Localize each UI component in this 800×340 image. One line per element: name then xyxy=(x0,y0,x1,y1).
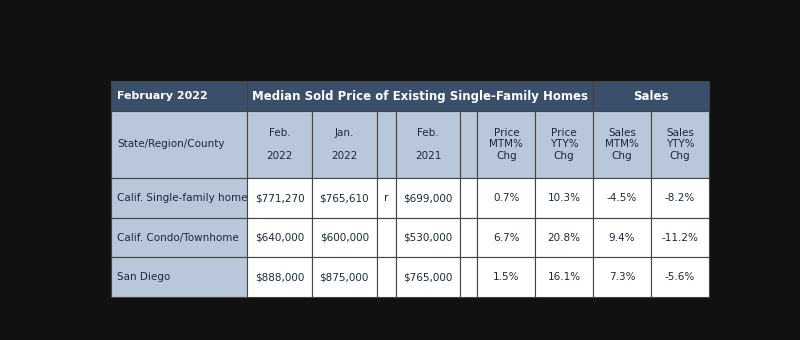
Bar xyxy=(111,218,247,257)
Text: -4.5%: -4.5% xyxy=(607,193,637,203)
Bar xyxy=(111,81,247,111)
Text: r: r xyxy=(384,193,388,203)
Text: $888,000: $888,000 xyxy=(255,272,304,282)
Text: Calif. Single-family home: Calif. Single-family home xyxy=(118,193,248,203)
Bar xyxy=(111,81,709,297)
Bar xyxy=(247,257,312,297)
Bar xyxy=(651,111,709,178)
Text: 0.7%: 0.7% xyxy=(493,193,519,203)
Text: Jan.

2022: Jan. 2022 xyxy=(331,128,358,161)
Bar xyxy=(396,218,460,257)
Bar xyxy=(593,81,709,111)
Text: -5.6%: -5.6% xyxy=(665,272,695,282)
Bar xyxy=(478,257,535,297)
Bar xyxy=(593,178,651,218)
Text: Sales
YTY%
Chg: Sales YTY% Chg xyxy=(666,128,694,161)
Bar xyxy=(651,218,709,257)
Text: Price
YTY%
Chg: Price YTY% Chg xyxy=(550,128,578,161)
Text: 6.7%: 6.7% xyxy=(493,233,519,242)
Text: State/Region/County: State/Region/County xyxy=(118,139,225,150)
Bar xyxy=(312,218,377,257)
Text: $765,000: $765,000 xyxy=(403,272,453,282)
Bar xyxy=(535,111,593,178)
Bar xyxy=(460,111,478,178)
Bar xyxy=(593,257,651,297)
Bar xyxy=(312,111,377,178)
Text: 7.3%: 7.3% xyxy=(609,272,635,282)
Text: $530,000: $530,000 xyxy=(403,233,453,242)
Text: 20.8%: 20.8% xyxy=(548,233,581,242)
Bar xyxy=(377,257,396,297)
Bar xyxy=(111,111,247,178)
Text: February 2022: February 2022 xyxy=(118,91,208,101)
Bar xyxy=(478,218,535,257)
Text: Median Sold Price of Existing Single-Family Homes: Median Sold Price of Existing Single-Fam… xyxy=(252,89,588,103)
Bar xyxy=(478,111,535,178)
Bar xyxy=(377,178,396,218)
Text: San Diego: San Diego xyxy=(118,272,170,282)
Bar xyxy=(460,257,478,297)
Bar xyxy=(111,257,247,297)
Text: 1.5%: 1.5% xyxy=(493,272,519,282)
Text: Price
MTM%
Chg: Price MTM% Chg xyxy=(490,128,523,161)
Bar xyxy=(460,218,478,257)
Bar xyxy=(377,111,396,178)
Text: -8.2%: -8.2% xyxy=(665,193,695,203)
Bar xyxy=(100,41,720,81)
Bar xyxy=(535,218,593,257)
Bar xyxy=(111,178,247,218)
Text: Sales: Sales xyxy=(634,89,669,103)
Bar xyxy=(312,178,377,218)
Bar xyxy=(478,178,535,218)
Bar xyxy=(396,111,460,178)
Bar xyxy=(593,218,651,257)
Bar xyxy=(535,257,593,297)
Text: $771,270: $771,270 xyxy=(255,193,305,203)
Bar xyxy=(460,178,478,218)
Bar xyxy=(247,81,593,111)
Bar xyxy=(651,257,709,297)
Text: Feb.

2022: Feb. 2022 xyxy=(266,128,293,161)
Text: 16.1%: 16.1% xyxy=(548,272,581,282)
Text: $640,000: $640,000 xyxy=(255,233,304,242)
Bar xyxy=(312,257,377,297)
Bar xyxy=(377,218,396,257)
Text: -11.2%: -11.2% xyxy=(662,233,698,242)
Bar xyxy=(396,178,460,218)
Bar xyxy=(396,257,460,297)
Text: $699,000: $699,000 xyxy=(403,193,453,203)
Bar xyxy=(535,178,593,218)
Text: $600,000: $600,000 xyxy=(320,233,369,242)
Text: Calif. Condo/Townhome: Calif. Condo/Townhome xyxy=(118,233,239,242)
Text: 10.3%: 10.3% xyxy=(548,193,581,203)
Text: Sales
MTM%
Chg: Sales MTM% Chg xyxy=(605,128,639,161)
Bar xyxy=(651,178,709,218)
Bar xyxy=(247,218,312,257)
Bar xyxy=(247,111,312,178)
Text: 9.4%: 9.4% xyxy=(609,233,635,242)
Bar xyxy=(247,178,312,218)
Text: $875,000: $875,000 xyxy=(320,272,369,282)
Text: Feb.

2021: Feb. 2021 xyxy=(415,128,442,161)
Bar xyxy=(593,111,651,178)
Text: $765,610: $765,610 xyxy=(319,193,369,203)
